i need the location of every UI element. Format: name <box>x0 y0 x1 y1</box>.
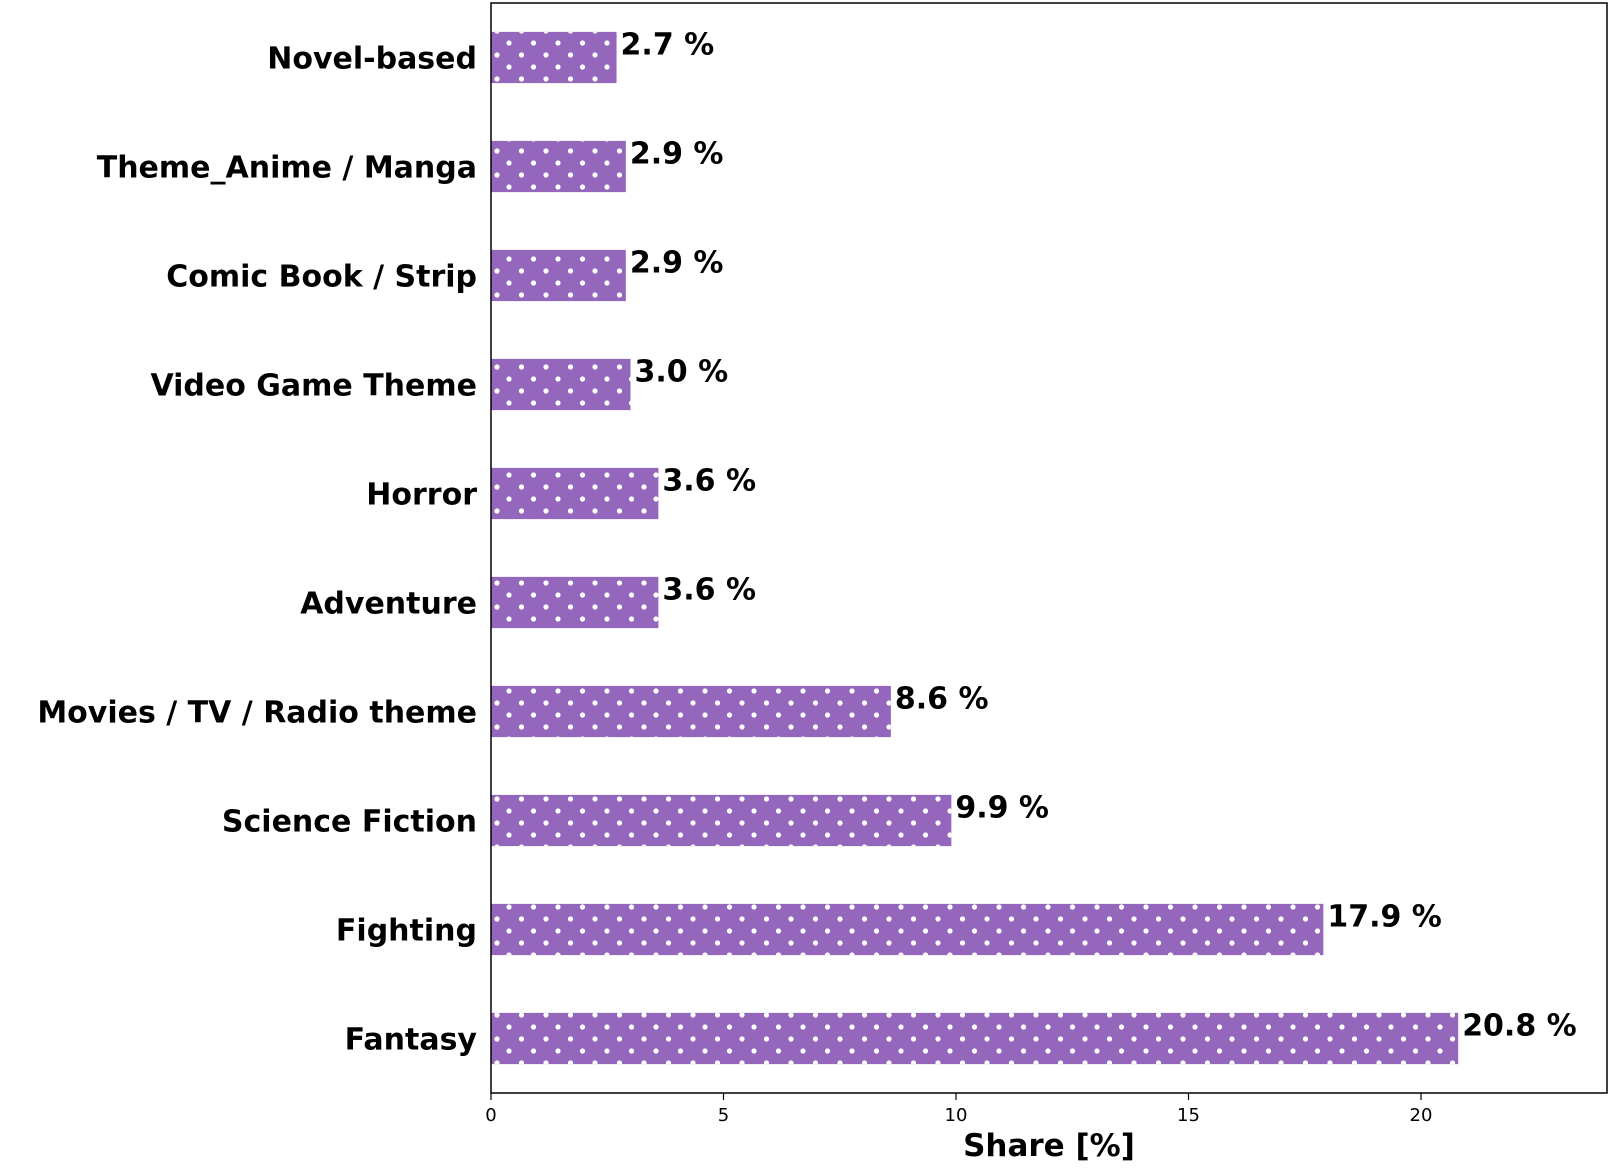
bar-dot-pattern <box>491 31 617 84</box>
bar-dot-pattern <box>491 467 659 520</box>
x-tick-label: 5 <box>718 1105 729 1126</box>
bar <box>491 140 626 193</box>
bar <box>491 358 631 411</box>
x-tick-label: 10 <box>945 1105 968 1126</box>
category-labels: Novel-based Theme_Anime / Manga Comic Book… <box>37 42 477 1058</box>
value-label: 2.9 % <box>630 137 724 172</box>
value-labels: 2.7 % 2.9 % 2.9 % 3.0 % 3.6 % 3.6 % 8.6 % 9.9 %… <box>621 28 1577 1044</box>
bar <box>491 249 626 302</box>
value-label: 3.0 % <box>635 355 729 390</box>
category-label: Movies / TV / Radio theme <box>37 696 477 731</box>
bar-dot-pattern <box>491 249 626 302</box>
bar-dot-pattern <box>491 140 626 193</box>
x-axis-title: Share [%] <box>963 1128 1135 1164</box>
x-tick-label: 20 <box>1410 1105 1433 1126</box>
category-label: Video Game Theme <box>150 369 477 404</box>
x-tick-label: 15 <box>1177 1105 1200 1126</box>
value-label: 17.9 % <box>1327 900 1442 935</box>
category-label: Fantasy <box>345 1023 478 1058</box>
category-label: Fighting <box>336 914 477 949</box>
bar <box>491 903 1324 956</box>
bar-dot-pattern <box>491 685 891 738</box>
bar <box>491 685 891 738</box>
value-label: 3.6 % <box>662 464 756 499</box>
bar-dot-pattern <box>491 794 952 847</box>
x-tick-label: 0 <box>485 1105 496 1126</box>
bar <box>491 467 659 520</box>
plot-frame <box>490 2 1608 1094</box>
value-label: 20.8 % <box>1462 1009 1577 1044</box>
bar-dot-pattern <box>491 576 659 629</box>
category-label: Horror <box>366 478 477 513</box>
bar <box>491 576 659 629</box>
x-axis-ticks: 0 5 10 15 20 <box>485 1093 1432 1126</box>
value-label: 2.7 % <box>621 28 715 63</box>
bar <box>491 31 617 84</box>
bar-dot-pattern <box>491 903 1324 956</box>
category-label: Science Fiction <box>222 805 477 840</box>
value-label: 8.6 % <box>895 682 989 717</box>
value-label: 9.9 % <box>955 791 1049 826</box>
value-label: 2.9 % <box>630 246 724 281</box>
bars-group <box>491 31 1459 1065</box>
category-label: Theme_Anime / Manga <box>97 151 477 186</box>
bar-dot-pattern <box>491 358 631 411</box>
category-label: Novel-based <box>267 42 477 77</box>
category-label: Comic Book / Strip <box>166 260 477 295</box>
bar-dot-pattern <box>491 1012 1459 1065</box>
category-label: Adventure <box>300 587 477 622</box>
bar <box>491 1012 1459 1065</box>
bar <box>491 794 952 847</box>
value-label: 3.6 % <box>662 573 756 608</box>
